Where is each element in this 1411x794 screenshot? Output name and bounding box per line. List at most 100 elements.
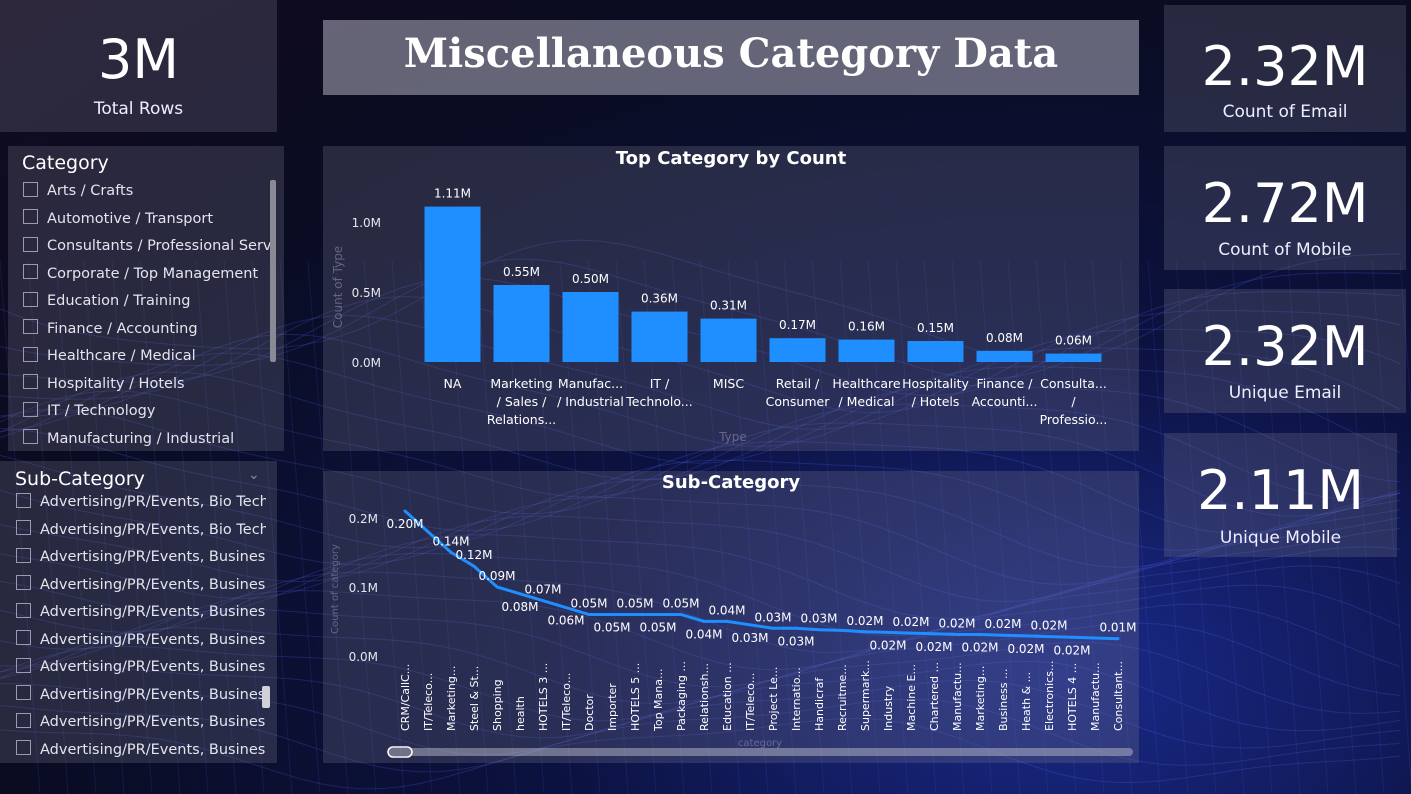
checkbox[interactable] <box>16 712 31 728</box>
slicer-item[interactable]: Advertising/PR/Events, Business ... <box>16 573 266 601</box>
data-point[interactable] <box>863 630 867 634</box>
chevron-down-icon[interactable]: ⌄ <box>248 467 260 483</box>
checkbox[interactable] <box>23 319 38 334</box>
checkbox[interactable] <box>16 547 31 563</box>
checkbox[interactable] <box>23 264 38 279</box>
data-point[interactable] <box>495 585 499 589</box>
data-point[interactable] <box>449 550 453 554</box>
mesh-line <box>1175 259 1217 794</box>
chart-scrollbar-thumb[interactable] <box>387 746 413 758</box>
slicer-item[interactable]: Advertising/PR/Events, Business ... <box>16 683 266 711</box>
data-point[interactable] <box>1024 634 1028 638</box>
data-label: 0.50M <box>572 272 609 286</box>
checkbox[interactable] <box>16 740 31 755</box>
y-tick-label: 0.2M <box>349 512 378 526</box>
series-line[interactable] <box>403 509 1119 641</box>
slicer-item[interactable]: Advertising/PR/Events, Business ... <box>16 655 266 683</box>
bar[interactable] <box>1045 353 1102 362</box>
data-point[interactable] <box>978 633 982 637</box>
data-point[interactable] <box>955 633 959 637</box>
data-point[interactable] <box>472 564 476 568</box>
checkbox[interactable] <box>23 401 38 417</box>
bar[interactable] <box>493 285 550 362</box>
checkbox[interactable] <box>23 236 38 252</box>
checkbox[interactable] <box>16 630 31 645</box>
bar[interactable] <box>424 206 481 362</box>
data-point[interactable] <box>679 613 683 616</box>
slicer-item[interactable]: Automotive / Transport <box>23 207 273 235</box>
chart-scrollbar-track[interactable] <box>388 748 1133 756</box>
slicer-item[interactable]: Consultants / Professional Services <box>23 234 273 262</box>
data-point[interactable] <box>1093 636 1097 640</box>
x-tick-label: IT/Teleco... <box>560 673 573 731</box>
x-tick-label: / Medical <box>838 394 894 409</box>
slicer-item[interactable]: Manufacturing / Industrial <box>23 427 273 448</box>
data-point[interactable] <box>1047 635 1051 639</box>
data-point[interactable] <box>840 628 844 632</box>
checkbox[interactable] <box>23 291 38 307</box>
checkbox[interactable] <box>16 492 31 508</box>
checkbox[interactable] <box>23 374 38 389</box>
checkbox[interactable] <box>23 181 38 197</box>
bar[interactable] <box>631 311 688 362</box>
slicer-item[interactable]: Corporate / Top Management <box>23 262 273 290</box>
bar[interactable] <box>976 350 1033 362</box>
data-point[interactable] <box>725 619 729 623</box>
slicer-item[interactable]: IT / Technology <box>23 399 273 427</box>
data-point[interactable] <box>518 592 522 596</box>
checkbox[interactable] <box>16 657 31 673</box>
slicer-item-label: Advertising/PR/Events, Business ... <box>40 686 266 703</box>
data-point[interactable] <box>794 626 798 630</box>
checkbox[interactable] <box>16 520 31 535</box>
data-point[interactable] <box>426 530 430 534</box>
slicer-item[interactable]: Advertising/PR/Events, Business ... <box>16 600 266 628</box>
slicer-item[interactable]: Advertising/PR/Events, Bio Tech/R... <box>16 518 266 546</box>
bar[interactable] <box>769 338 826 362</box>
checkbox[interactable] <box>23 209 38 224</box>
data-point[interactable] <box>1116 637 1120 641</box>
checkbox[interactable] <box>23 429 38 444</box>
slicer-item[interactable]: Healthcare / Medical <box>23 344 273 372</box>
checkbox[interactable] <box>16 575 31 590</box>
kpi-card-count-email: 2.32M Count of Email <box>1164 5 1406 132</box>
x-tick-label: / Hotels <box>912 394 960 409</box>
bar[interactable] <box>907 341 964 362</box>
slicer-item-label: Arts / Crafts <box>47 183 134 199</box>
slicer-item[interactable]: Finance / Accounting <box>23 317 273 345</box>
bar[interactable] <box>562 292 619 362</box>
data-label: 0.02M <box>984 617 1021 631</box>
bar[interactable] <box>838 339 895 362</box>
kpi-label: Count of Mobile <box>1218 240 1352 260</box>
data-point[interactable] <box>541 599 545 603</box>
data-point[interactable] <box>564 606 568 610</box>
data-point[interactable] <box>1070 635 1074 639</box>
data-point[interactable] <box>932 632 936 636</box>
data-point[interactable] <box>633 613 637 616</box>
slicer-item[interactable]: Advertising/PR/Events, Business ... <box>16 545 266 573</box>
checkbox[interactable] <box>16 685 31 700</box>
slicer-item[interactable]: Education / Training <box>23 289 273 317</box>
bar[interactable] <box>700 318 757 362</box>
slicer-item[interactable]: Advertising/PR/Events, Business ... <box>16 738 266 761</box>
data-point[interactable] <box>771 626 775 630</box>
subcategory-slicer-scrollbar[interactable] <box>262 686 270 708</box>
slicer-item[interactable]: Advertising/PR/Events, Business ... <box>16 710 266 738</box>
data-point[interactable] <box>403 509 407 513</box>
slicer-item[interactable]: Hospitality / Hotels <box>23 372 273 400</box>
data-point[interactable] <box>610 613 614 616</box>
data-point[interactable] <box>909 631 913 635</box>
data-point[interactable] <box>817 628 821 632</box>
data-point[interactable] <box>1001 633 1005 637</box>
category-slicer-scrollbar[interactable] <box>270 180 276 362</box>
data-point[interactable] <box>886 630 890 634</box>
checkbox[interactable] <box>16 602 31 618</box>
slicer-item[interactable]: Arts / Crafts <box>23 179 273 207</box>
data-point[interactable] <box>656 613 660 616</box>
checkbox[interactable] <box>23 346 38 362</box>
slicer-item[interactable]: Advertising/PR/Events, Business ... <box>16 628 266 656</box>
data-point[interactable] <box>587 613 591 616</box>
data-point[interactable] <box>702 619 706 623</box>
data-point[interactable] <box>748 623 752 627</box>
slicer-item[interactable]: Advertising/PR/Events, Bio Tech/R... <box>16 490 266 518</box>
data-label: 0.55M <box>503 265 540 279</box>
